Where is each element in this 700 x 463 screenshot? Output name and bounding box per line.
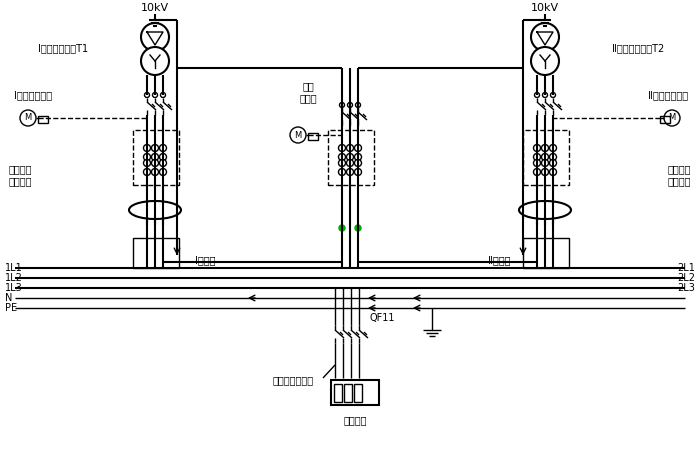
Text: 母联
断路器: 母联 断路器 bbox=[299, 81, 317, 103]
Circle shape bbox=[533, 154, 540, 161]
Circle shape bbox=[339, 225, 345, 231]
Circle shape bbox=[144, 154, 150, 161]
Circle shape bbox=[160, 154, 167, 161]
Bar bbox=[523, 238, 569, 268]
Text: 单相接地故障点: 单相接地故障点 bbox=[272, 375, 314, 385]
Text: 1L1: 1L1 bbox=[5, 263, 22, 273]
Text: 接地故障
电流检测: 接地故障 电流检测 bbox=[8, 164, 32, 186]
Bar bbox=[344, 384, 352, 402]
Text: M: M bbox=[295, 131, 302, 139]
Circle shape bbox=[20, 110, 36, 126]
Bar bbox=[523, 130, 569, 185]
Circle shape bbox=[339, 159, 346, 167]
Bar bbox=[308, 133, 318, 140]
Circle shape bbox=[542, 144, 549, 151]
Text: 1L2: 1L2 bbox=[5, 273, 23, 283]
Text: Ⅱ段进线断路器: Ⅱ段进线断路器 bbox=[648, 90, 688, 100]
Circle shape bbox=[151, 144, 158, 151]
Text: 接地故障
电流检测: 接地故障 电流检测 bbox=[668, 164, 692, 186]
Circle shape bbox=[354, 159, 361, 167]
Circle shape bbox=[290, 127, 306, 143]
Circle shape bbox=[354, 154, 361, 161]
Circle shape bbox=[550, 154, 556, 161]
Text: M: M bbox=[668, 113, 676, 123]
Text: Ⅱ段电力变压器T2: Ⅱ段电力变压器T2 bbox=[612, 43, 664, 53]
Circle shape bbox=[356, 102, 360, 107]
Text: I段进线断路器: I段进线断路器 bbox=[14, 90, 52, 100]
Circle shape bbox=[354, 169, 361, 175]
Bar bbox=[133, 130, 179, 185]
Circle shape bbox=[346, 169, 354, 175]
Bar bbox=[334, 384, 342, 402]
Circle shape bbox=[542, 169, 549, 175]
Text: PE: PE bbox=[5, 303, 17, 313]
Circle shape bbox=[151, 169, 158, 175]
Text: 10kV: 10kV bbox=[531, 3, 559, 13]
Text: 2L1: 2L1 bbox=[677, 263, 695, 273]
Circle shape bbox=[346, 159, 354, 167]
Circle shape bbox=[533, 144, 540, 151]
Circle shape bbox=[550, 93, 556, 98]
Circle shape bbox=[533, 159, 540, 167]
Circle shape bbox=[542, 154, 549, 161]
Text: 2L3: 2L3 bbox=[677, 283, 695, 293]
Bar bbox=[331, 380, 379, 405]
Circle shape bbox=[144, 93, 150, 98]
Circle shape bbox=[160, 169, 167, 175]
Circle shape bbox=[144, 159, 150, 167]
Bar bbox=[660, 116, 670, 123]
Circle shape bbox=[339, 144, 346, 151]
Circle shape bbox=[550, 159, 556, 167]
Circle shape bbox=[531, 23, 559, 51]
Circle shape bbox=[346, 154, 354, 161]
Text: 1L3: 1L3 bbox=[5, 283, 22, 293]
Circle shape bbox=[542, 159, 549, 167]
Circle shape bbox=[141, 23, 169, 51]
Circle shape bbox=[531, 47, 559, 75]
Circle shape bbox=[542, 93, 547, 98]
Text: 2L2: 2L2 bbox=[677, 273, 695, 283]
Text: QF11: QF11 bbox=[370, 313, 395, 323]
Text: 用电设备: 用电设备 bbox=[343, 415, 367, 425]
Circle shape bbox=[151, 154, 158, 161]
Circle shape bbox=[160, 144, 167, 151]
Bar bbox=[38, 116, 48, 123]
Circle shape bbox=[535, 93, 540, 98]
Circle shape bbox=[144, 169, 150, 175]
Bar bbox=[354, 384, 362, 402]
Bar bbox=[133, 238, 179, 268]
Text: I段电力变压器T1: I段电力变压器T1 bbox=[38, 43, 88, 53]
Text: N: N bbox=[5, 293, 13, 303]
Circle shape bbox=[339, 154, 346, 161]
Circle shape bbox=[346, 144, 354, 151]
Circle shape bbox=[339, 169, 346, 175]
Ellipse shape bbox=[129, 201, 181, 219]
Circle shape bbox=[355, 225, 361, 231]
Circle shape bbox=[144, 144, 150, 151]
Circle shape bbox=[664, 110, 680, 126]
Text: M: M bbox=[25, 113, 32, 123]
Circle shape bbox=[550, 169, 556, 175]
Circle shape bbox=[160, 159, 167, 167]
Circle shape bbox=[347, 102, 353, 107]
Text: 10kV: 10kV bbox=[141, 3, 169, 13]
Circle shape bbox=[141, 47, 169, 75]
Bar bbox=[328, 130, 374, 185]
Circle shape bbox=[151, 159, 158, 167]
Circle shape bbox=[160, 93, 165, 98]
Text: Ⅱ段母线: Ⅱ段母线 bbox=[488, 255, 510, 265]
Text: I段母线: I段母线 bbox=[195, 255, 216, 265]
Circle shape bbox=[354, 144, 361, 151]
Circle shape bbox=[550, 144, 556, 151]
Circle shape bbox=[340, 102, 344, 107]
Circle shape bbox=[153, 93, 158, 98]
Circle shape bbox=[533, 169, 540, 175]
Ellipse shape bbox=[519, 201, 571, 219]
